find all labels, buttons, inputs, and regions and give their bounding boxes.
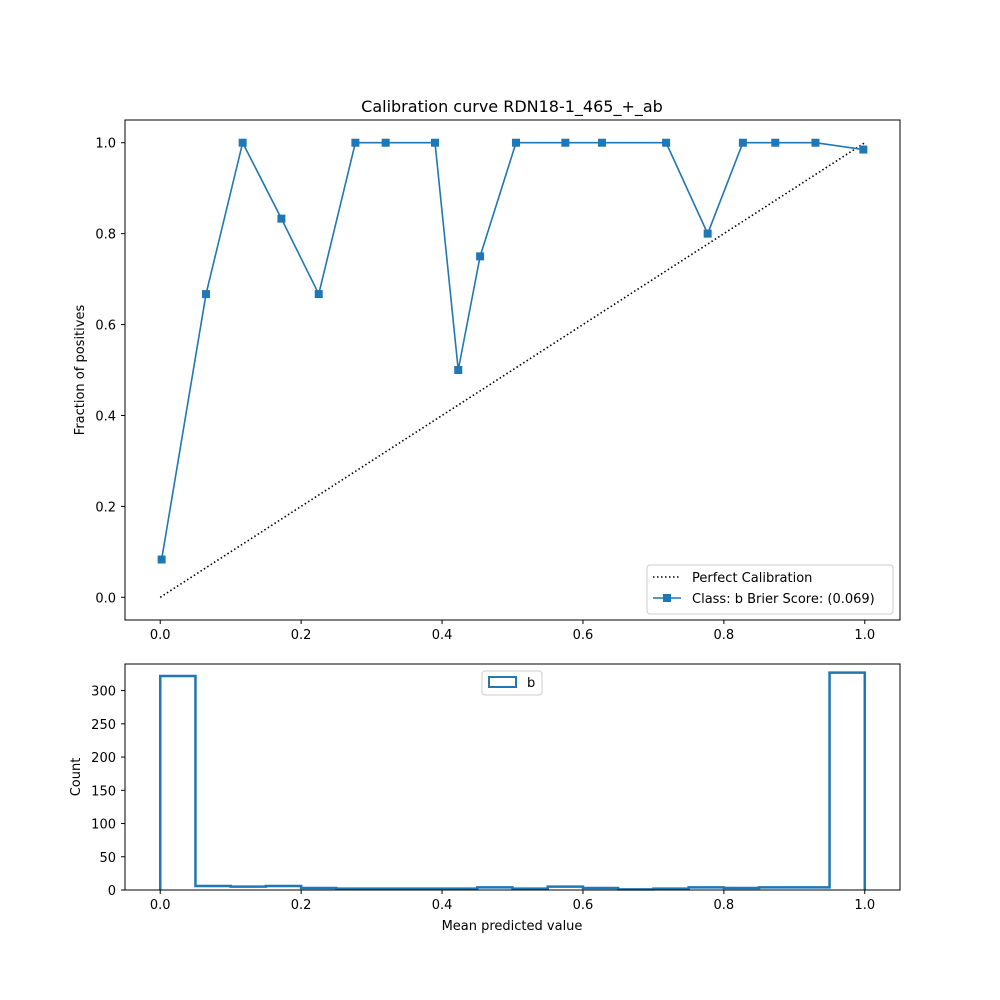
histogram-y-tick-label-3: 150 bbox=[91, 784, 116, 799]
calibration-legend: Perfect Calibration Class: b Brier Score… bbox=[646, 564, 894, 615]
histogram-y-tick-label-2: 100 bbox=[91, 818, 116, 833]
calibration-y-tick-label-0: 0.0 bbox=[95, 591, 116, 606]
calibration-y-tick-label-3: 0.6 bbox=[95, 319, 116, 334]
histogram-x-tick-label-5: 1.0 bbox=[854, 898, 875, 913]
calibration-y-tick-label-4: 0.8 bbox=[95, 228, 116, 243]
calibration-y-tick-label-2: 0.4 bbox=[95, 409, 116, 424]
legend-b-label: b bbox=[527, 676, 535, 691]
histogram-step-outline bbox=[158, 671, 867, 891]
class-b-point-4 bbox=[314, 290, 323, 299]
legend-class-b-marker bbox=[663, 594, 671, 602]
calibration-y-tick-label-5: 1.0 bbox=[95, 137, 116, 152]
class-b-point-18 bbox=[859, 145, 868, 154]
class-b-point-13 bbox=[662, 138, 671, 147]
calibration-title: Calibration curve RDN18-1_465_+_ab bbox=[361, 97, 663, 117]
legend-b-swatch bbox=[488, 676, 517, 688]
class-b-point-5 bbox=[351, 138, 360, 147]
histogram-legend: b bbox=[481, 670, 543, 696]
histogram-x-tick-label-3: 0.6 bbox=[573, 898, 594, 913]
calibration-x-tick-label-1: 0.2 bbox=[291, 628, 312, 643]
class-b-point-7 bbox=[431, 138, 439, 147]
histogram-x-tick-label-0: 0.0 bbox=[150, 898, 171, 913]
histogram-x-tick-label-4: 0.8 bbox=[714, 898, 735, 913]
class-b-point-12 bbox=[597, 138, 606, 147]
histogram-y-tick-label-1: 50 bbox=[99, 851, 116, 866]
class-b-point-0 bbox=[157, 555, 166, 564]
histogram-y-ticks: 0 50 100 150 200 250 300 bbox=[91, 685, 125, 899]
class-b-point-14 bbox=[703, 229, 712, 238]
calibration-x-tick-label-5: 1.0 bbox=[854, 628, 875, 643]
calibration-legend-box bbox=[646, 564, 894, 615]
calibration-plot-area bbox=[157, 138, 868, 598]
legend-perfect-calibration-label: Perfect Calibration bbox=[692, 571, 812, 586]
histogram-y-tick-label-4: 200 bbox=[91, 751, 116, 766]
calibration-y-tick-label-1: 0.2 bbox=[95, 500, 116, 515]
calibration-y-axis-label: Fraction of positives bbox=[73, 305, 88, 436]
histogram-y-axis-label: Count bbox=[69, 758, 84, 797]
calibration-x-tick-label-4: 0.8 bbox=[714, 628, 735, 643]
class-b-point-6 bbox=[381, 138, 390, 147]
histogram-x-tick-label-1: 0.2 bbox=[291, 898, 312, 913]
class-b-point-9 bbox=[476, 252, 485, 261]
legend-class-b-label: Class: b Brier Score: (0.069) bbox=[692, 592, 875, 607]
calibration-x-tick-label-3: 0.6 bbox=[573, 628, 594, 643]
class-b-point-3 bbox=[277, 214, 286, 223]
class-b-point-11 bbox=[561, 138, 570, 147]
histogram-y-tick-label-6: 300 bbox=[91, 685, 116, 700]
calibration-y-ticks: 0.0 0.2 0.4 0.6 0.8 1.0 bbox=[95, 137, 125, 606]
calibration-x-ticks: 0.0 0.2 0.4 0.6 0.8 1.0 bbox=[150, 620, 875, 643]
class-b-point-10 bbox=[512, 138, 521, 147]
histogram-axes-frame bbox=[124, 663, 901, 891]
calibration-axes-frame bbox=[124, 119, 901, 621]
histogram-plot-area bbox=[158, 671, 867, 891]
calibration-x-tick-label-0: 0.0 bbox=[150, 628, 171, 643]
class-b-point-8 bbox=[454, 366, 463, 374]
class-b-point-1 bbox=[202, 290, 211, 299]
class-b-point-16 bbox=[771, 138, 780, 147]
histogram-x-tick-label-2: 0.4 bbox=[432, 898, 453, 913]
histogram-y-tick-label-0: 0 bbox=[108, 884, 116, 899]
histogram-x-axis-label: Mean predicted value bbox=[442, 919, 583, 934]
histogram-x-ticks: 0.0 0.2 0.4 0.6 0.8 1.0 bbox=[150, 890, 875, 913]
class-b-point-2 bbox=[238, 138, 247, 147]
class-b-point-15 bbox=[738, 138, 747, 147]
class-b-point-17 bbox=[811, 138, 820, 147]
calibration-x-tick-label-2: 0.4 bbox=[432, 628, 453, 643]
histogram-y-tick-label-5: 250 bbox=[91, 718, 116, 733]
